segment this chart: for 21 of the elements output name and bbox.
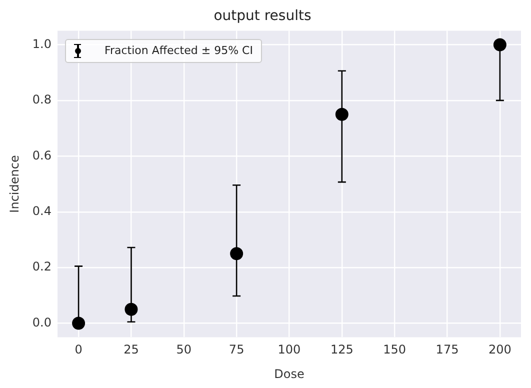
chart-title: output results [214, 8, 312, 24]
y-tick-label: 0.2 [32, 260, 52, 274]
x-tick-label: 175 [436, 342, 459, 357]
x-tick-label: 25 [124, 342, 139, 357]
y-tick-label: 0.6 [32, 148, 52, 162]
x-tick-label: 0 [74, 342, 82, 357]
point [335, 108, 348, 121]
x-tick-label: 125 [330, 342, 354, 357]
y-axis-title: Incidence [7, 155, 22, 213]
x-tick-label: 100 [278, 342, 301, 357]
y-tick-label: 1.0 [32, 36, 52, 51]
legend-label: Fraction Affected ± 95% CI [104, 44, 253, 58]
x-axis-title: Dose [274, 366, 304, 381]
y-tick-label: 0.4 [32, 204, 52, 218]
x-tick-label: 150 [383, 342, 406, 357]
y-tick-label: 0.0 [32, 315, 52, 330]
x-tick-label: 75 [228, 342, 244, 357]
x-tick-label: 200 [488, 342, 512, 357]
point [230, 247, 244, 260]
x-tick-label: 50 [176, 342, 192, 357]
y-tick-label: 0.8 [32, 92, 52, 107]
